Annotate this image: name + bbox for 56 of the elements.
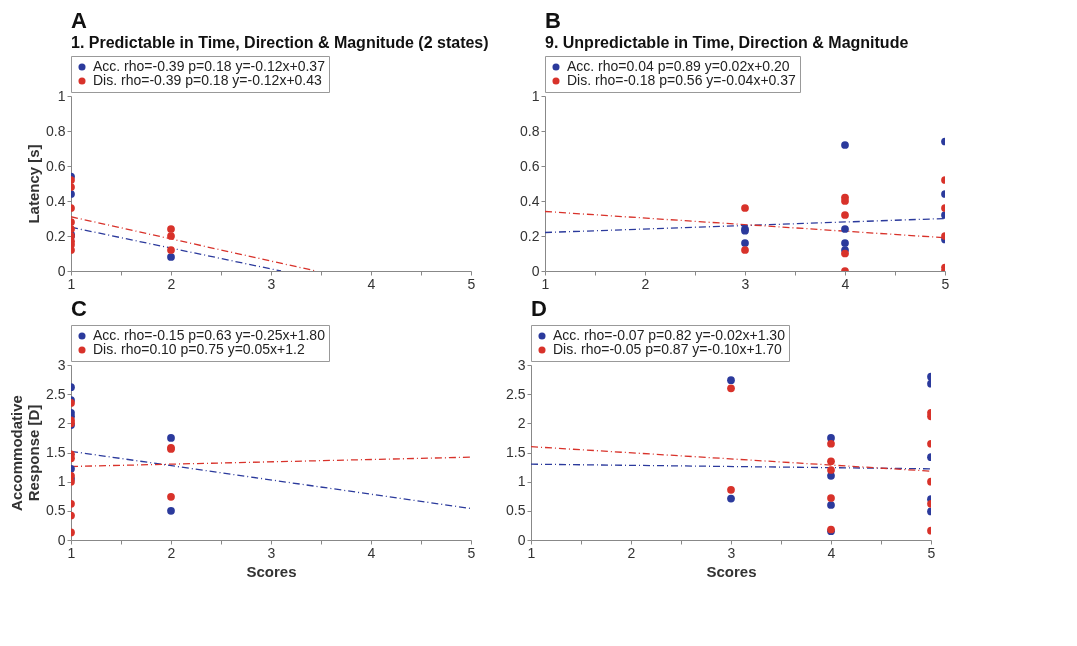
x-tick-label: 5 — [467, 275, 476, 292]
y-tick-label: 2.5 — [506, 385, 526, 402]
y-tick-label: 0 — [57, 262, 66, 279]
legend-label: Acc. rho=-0.39 p=0.18 y=-0.12x+0.37 — [93, 58, 326, 74]
x-tick-label: 3 — [727, 544, 736, 561]
x-axis-title: Scores — [246, 562, 297, 580]
y-tick-label: 3 — [57, 356, 66, 373]
y-tick-label: 0.2 — [520, 227, 540, 244]
y-tick-label: 0 — [57, 531, 66, 548]
y-tick-label: 1 — [517, 473, 526, 490]
y-tick-label: 1 — [531, 87, 540, 104]
x-tick-label: 4 — [841, 275, 850, 292]
legend-label: Acc. rho=-0.15 p=0.63 y=-0.25x+1.80 — [93, 327, 326, 343]
x-tick-label: 2 — [167, 544, 176, 561]
y-tick-label: 1 — [57, 87, 66, 104]
legend-label: Acc. rho=0.04 p=0.89 y=0.02x+0.20 — [567, 58, 790, 74]
text: A — [71, 7, 87, 33]
chart-title: 9. Unpredictable in Time, Direction & Magnitude — [545, 33, 909, 51]
y-tick-label: 1.5 — [46, 444, 66, 460]
y-axis-title: Accommodative Response [D] — [8, 395, 43, 511]
y-tick-label: 0 — [531, 262, 540, 279]
y-tick-label: 1 — [57, 473, 66, 490]
x-tick-label: 5 — [467, 544, 476, 561]
text: C — [71, 295, 87, 321]
x-tick-label: 5 — [941, 275, 950, 292]
y-tick-label: 0.6 — [520, 157, 540, 174]
y-tick-label: 0.4 — [46, 192, 66, 209]
x-tick-label: 4 — [367, 544, 376, 561]
y-tick-label: 0.8 — [520, 122, 540, 139]
x-tick-label: 3 — [267, 544, 276, 561]
x-tick-label: 2 — [641, 275, 650, 292]
y-tick-label: 0.5 — [506, 502, 526, 519]
y-axis-title: Latency [s] — [25, 144, 43, 224]
y-tick-label: 0.8 — [46, 122, 66, 139]
x-tick-label: 3 — [741, 275, 750, 292]
legend-label: Acc. rho=-0.07 p=0.82 y=-0.02x+1.30 — [553, 327, 786, 343]
y-tick-label: 2.5 — [46, 385, 66, 402]
y-tick-label: 0.5 — [46, 502, 66, 519]
text: D — [531, 295, 547, 321]
y-tick-label: 2 — [517, 414, 526, 431]
y-tick-label: 2 — [57, 414, 66, 431]
x-tick-label: 2 — [167, 275, 176, 292]
y-tick-label: 3 — [517, 356, 526, 373]
x-tick-label: 4 — [827, 544, 836, 561]
y-tick-label: 1.5 — [506, 444, 526, 460]
x-tick-label: 4 — [367, 275, 376, 292]
y-tick-label: 0.4 — [520, 192, 540, 209]
x-axis-title: Scores — [706, 562, 757, 580]
y-tick-label: 0.6 — [46, 157, 66, 174]
chart-title: 1. Predictable in Time, Direction & Magnitude (2 states) — [71, 33, 489, 51]
x-tick-label: 3 — [267, 275, 276, 292]
y-tick-label: 0 — [517, 531, 526, 548]
y-tick-label: 0.2 — [46, 227, 66, 244]
x-tick-label: 5 — [927, 544, 936, 561]
x-tick-label: 2 — [627, 544, 636, 561]
text: B — [545, 7, 561, 33]
